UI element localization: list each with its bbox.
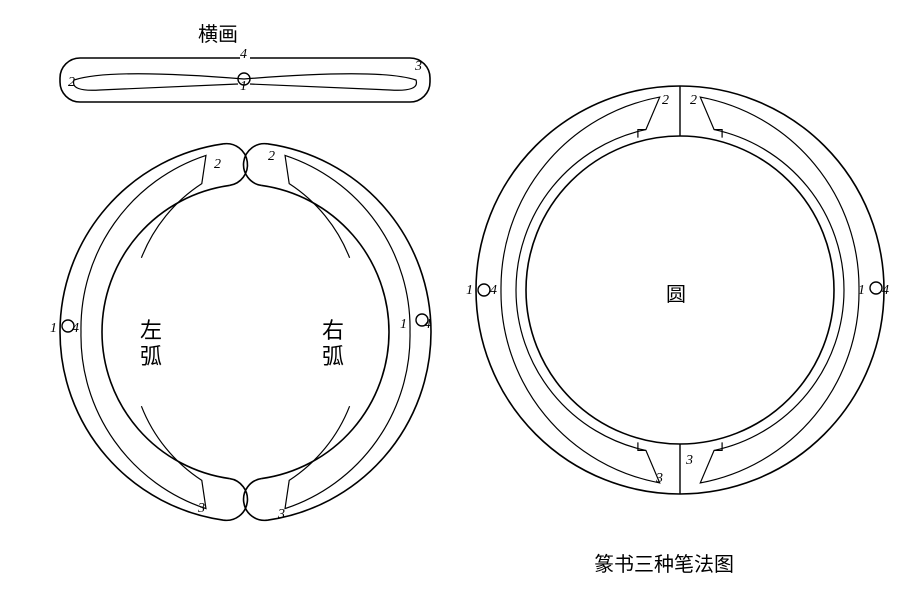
svg-text:4: 4	[72, 321, 79, 336]
svg-text:2: 2	[214, 157, 221, 172]
svg-text:3: 3	[655, 471, 663, 486]
svg-text:2: 2	[68, 75, 75, 90]
svg-text:1: 1	[240, 79, 247, 94]
label-right-arc: 右弧 右 弧	[322, 318, 344, 371]
caption: 篆书三种笔法图	[594, 548, 734, 577]
svg-text:3: 3	[197, 501, 205, 516]
svg-text:3: 3	[685, 453, 693, 468]
label-circle: 圆	[666, 278, 686, 307]
svg-text:3: 3	[277, 507, 285, 522]
svg-text:1: 1	[858, 283, 865, 298]
svg-text:2: 2	[690, 93, 697, 108]
svg-text:1: 1	[466, 283, 473, 298]
label-left-arc: 左弧 左 弧	[140, 318, 162, 371]
title-horizontal: 横画	[198, 18, 238, 47]
svg-text:1: 1	[400, 317, 407, 332]
svg-text:1: 1	[50, 321, 57, 336]
svg-text:4: 4	[240, 47, 247, 62]
svg-text:4: 4	[490, 283, 497, 298]
svg-text:3: 3	[414, 59, 422, 74]
right-arc-char2: 弧	[322, 344, 344, 370]
svg-text:2: 2	[268, 149, 275, 164]
left-arc-char2: 弧	[140, 344, 162, 370]
svg-text:4: 4	[424, 317, 431, 332]
right-arc-char1: 右	[322, 318, 344, 344]
svg-text:2: 2	[662, 93, 669, 108]
left-arc-char1: 左	[140, 318, 162, 344]
svg-text:4: 4	[882, 283, 889, 298]
diagram-svg: 23411423142314142233	[0, 0, 900, 600]
